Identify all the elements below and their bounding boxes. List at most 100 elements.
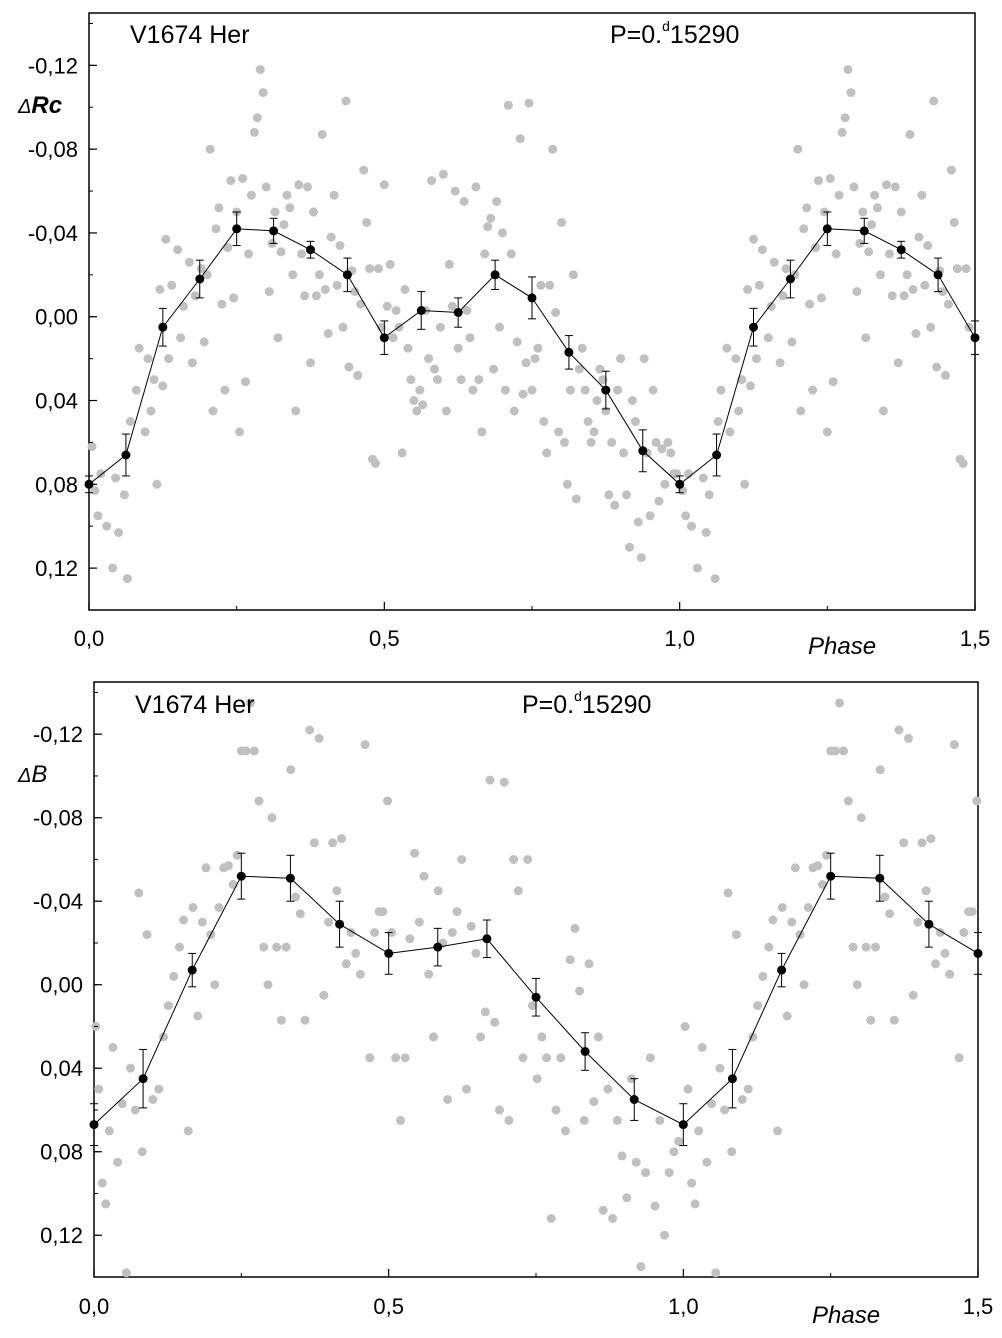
observation-point [498, 228, 507, 238]
observation-point [255, 65, 265, 75]
observation-point [707, 1099, 717, 1109]
period-value: 15290 [582, 691, 652, 719]
observation-point [908, 285, 918, 294]
observation-point [286, 765, 296, 775]
observation-point [457, 855, 467, 864]
observation-point [503, 100, 513, 110]
observation-point [400, 1053, 410, 1063]
observation-point [319, 990, 329, 1000]
observation-point [87, 442, 97, 452]
observation-point [782, 1011, 792, 1021]
observation-point [356, 299, 366, 309]
observation-point [282, 190, 292, 200]
observation-point [261, 182, 271, 192]
observation-point [959, 928, 969, 937]
observation-point [805, 299, 815, 309]
observation-point [687, 1178, 697, 1188]
observation-point [746, 381, 755, 391]
observation-point [476, 1032, 486, 1042]
period-unit: d [662, 18, 670, 34]
observation-point [161, 234, 171, 244]
mean-point [973, 948, 983, 958]
observation-point [961, 264, 971, 274]
mean-point [924, 919, 934, 929]
observation-point [603, 1084, 613, 1094]
observation-point [589, 1097, 599, 1107]
observation-point [471, 182, 481, 192]
observation-point [655, 1115, 665, 1125]
observation-point [396, 1115, 405, 1125]
observation-point [355, 969, 365, 979]
y-tick-label: -0,08 [33, 806, 83, 831]
observation-point [592, 396, 602, 405]
observation-point [921, 886, 931, 896]
observation-point [324, 917, 334, 927]
observation-point [184, 257, 194, 267]
observation-point [852, 980, 862, 990]
observation-point [309, 207, 318, 217]
observation-point [622, 1193, 632, 1203]
observation-point [946, 165, 956, 175]
observation-point [456, 375, 466, 385]
observation-point [433, 886, 443, 896]
observation-point [400, 285, 410, 294]
mean-point [527, 293, 537, 303]
observation-point [589, 427, 599, 437]
observation-point [258, 88, 268, 98]
observation-point [870, 190, 880, 200]
observation-point [492, 197, 502, 206]
observation-point [843, 796, 853, 806]
observation-point [680, 1022, 690, 1031]
x-tick-label: 1,5 [963, 1294, 994, 1319]
observation-point [438, 169, 448, 179]
band-name: B [31, 761, 47, 788]
observation-points [91, 698, 982, 1278]
observation-point [654, 496, 664, 506]
observation-point [338, 322, 348, 332]
observation-point [580, 385, 590, 395]
observation-point [848, 942, 858, 952]
observation-point [134, 888, 144, 898]
observation-point [167, 280, 177, 290]
observation-point [383, 796, 392, 806]
observation-point [353, 370, 363, 380]
observation-point [515, 134, 525, 144]
observation-point [521, 358, 531, 368]
observation-point [594, 1032, 603, 1042]
observation-point [737, 1095, 747, 1104]
mean-point [564, 347, 574, 357]
observation-point [94, 1084, 104, 1094]
observation-point [557, 218, 566, 227]
observation-point [303, 182, 312, 192]
y-tick-label: 0,00 [35, 305, 78, 330]
y-tick-label: -0,12 [33, 722, 83, 747]
x-axis: 0,0 0,5 1,0 1,5 [79, 1269, 994, 1319]
observation-point [727, 1147, 737, 1157]
observation-point [169, 971, 179, 981]
observation-point [586, 437, 596, 447]
mean-point [187, 965, 197, 975]
observation-point [332, 280, 342, 290]
observation-point [625, 542, 634, 552]
observation-point [509, 855, 519, 864]
y-tick-label: -0,08 [28, 137, 78, 162]
mean-point [826, 871, 836, 881]
x-tick-label: 1,0 [664, 626, 695, 651]
observation-point [527, 385, 537, 395]
observation-point [273, 333, 283, 343]
observation-point [183, 1126, 193, 1136]
mean-point [269, 226, 279, 236]
observation-point [890, 182, 900, 192]
observation-point [241, 746, 251, 756]
observation-point [122, 574, 132, 584]
observation-point [365, 1053, 375, 1063]
x-axis: 0,0 0,5 1,0 1,5 [74, 602, 990, 651]
observation-point [650, 1201, 660, 1211]
observation-point [410, 848, 420, 858]
mean-point [195, 274, 205, 284]
observation-point [359, 165, 369, 175]
observation-point [938, 287, 947, 297]
mean-light-curve [84, 211, 980, 494]
observation-point [926, 322, 936, 332]
mean-point [236, 871, 246, 881]
